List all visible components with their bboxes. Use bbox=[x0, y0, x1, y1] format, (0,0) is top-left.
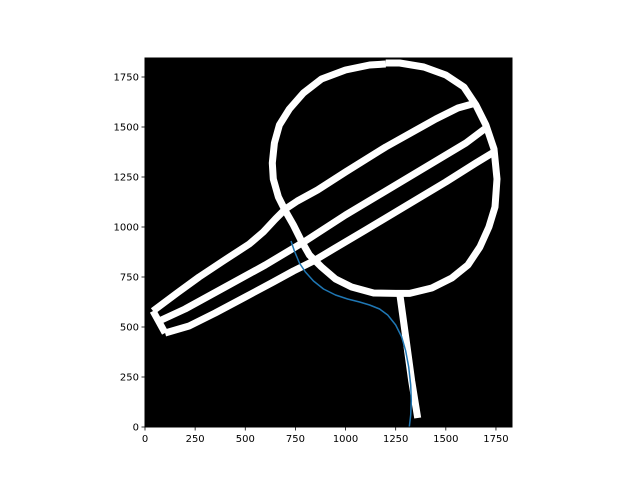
map-line-outer-ring bbox=[268, 59, 501, 297]
track-map bbox=[149, 59, 501, 419]
x-tick-label: 250 bbox=[186, 434, 205, 445]
x-tick-label: 1000 bbox=[333, 434, 358, 445]
x-tick-label: 1500 bbox=[433, 434, 458, 445]
map-line-lane-lower bbox=[164, 149, 496, 337]
plot-area bbox=[145, 58, 512, 427]
plot-frame bbox=[144, 57, 513, 428]
map-line-lane-middle bbox=[155, 125, 488, 326]
trajectory-series bbox=[290, 240, 413, 427]
y-tick-label: 1750 bbox=[114, 73, 139, 84]
x-tick-label: 750 bbox=[286, 434, 305, 445]
y-tick-label: 250 bbox=[120, 373, 139, 384]
y-tick-label: 1250 bbox=[114, 173, 139, 184]
y-tick-label: 1000 bbox=[114, 223, 139, 234]
series-line-0 bbox=[290, 240, 413, 427]
x-tick-label: 0 bbox=[142, 434, 148, 445]
x-axis: 0 250 500 750 1000 1250 1500 1750 bbox=[142, 427, 509, 445]
map-line-exit-road bbox=[396, 292, 422, 419]
map-line-lane-end-cap bbox=[149, 309, 169, 335]
map-line-lane-upper bbox=[150, 99, 477, 314]
y-tick-label: 750 bbox=[120, 273, 139, 284]
y-axis: 0 250 500 750 1000 1250 1500 1750 bbox=[114, 73, 145, 434]
x-tick-label: 1750 bbox=[483, 434, 508, 445]
y-tick-label: 0 bbox=[133, 423, 139, 434]
y-tick-label: 500 bbox=[120, 323, 139, 334]
x-tick-label: 500 bbox=[236, 434, 255, 445]
y-tick-label: 1500 bbox=[114, 123, 139, 134]
x-tick-label: 1250 bbox=[383, 434, 408, 445]
